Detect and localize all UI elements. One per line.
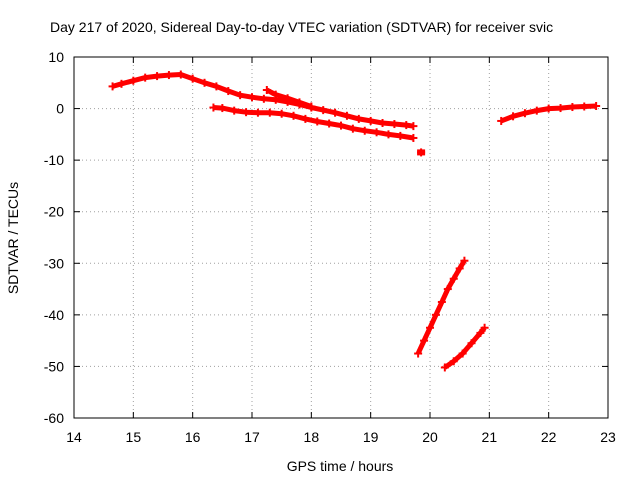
data-point xyxy=(141,73,150,82)
data-point xyxy=(520,109,529,118)
plot-frame xyxy=(73,56,609,419)
data-point xyxy=(556,104,565,113)
data-point xyxy=(319,106,328,115)
data-point xyxy=(307,102,316,111)
data-point xyxy=(176,70,185,79)
labels-layer: 14 15 16 17 18 19 20 21 22 23 -60 -50 -40 -30 -20 -10 0 1… xyxy=(44,49,616,445)
data-point xyxy=(390,120,399,129)
y-tick-label: -20 xyxy=(44,204,64,220)
data-point xyxy=(372,128,381,137)
data-point xyxy=(218,104,227,113)
data-point xyxy=(420,336,429,345)
y-tick-label: -10 xyxy=(44,152,64,168)
data-point xyxy=(497,116,506,125)
data-point xyxy=(313,117,322,126)
data-point xyxy=(188,74,197,83)
data-point xyxy=(117,79,126,88)
data-point xyxy=(378,119,387,128)
data-point xyxy=(289,111,298,120)
data-point xyxy=(437,297,446,306)
x-tick-label: 18 xyxy=(304,429,320,445)
data-point xyxy=(283,94,292,103)
y-tick-label: 0 xyxy=(56,101,64,117)
data-point xyxy=(108,82,117,91)
data-point xyxy=(458,349,467,358)
data-point xyxy=(592,101,601,110)
data-point xyxy=(209,103,218,112)
data-point xyxy=(532,106,541,115)
y-tick-label: -30 xyxy=(44,255,64,271)
data-point xyxy=(443,285,452,294)
data-point xyxy=(476,328,485,337)
x-tick-label: 14 xyxy=(66,429,82,445)
data-point xyxy=(262,86,271,95)
y-tick-label: -40 xyxy=(44,307,64,323)
y-tick-label: -60 xyxy=(44,410,64,426)
data-point xyxy=(449,274,458,283)
data-point xyxy=(153,72,162,81)
x-tick-label: 17 xyxy=(244,429,260,445)
data-point xyxy=(253,108,262,117)
data-point xyxy=(295,98,304,107)
data-point xyxy=(384,130,393,139)
x-tick-label: 16 xyxy=(185,429,201,445)
data-point xyxy=(440,363,449,372)
x-tick-label: 19 xyxy=(363,429,379,445)
data-point xyxy=(568,103,577,112)
y-tick-label: -50 xyxy=(44,358,64,374)
ticks-layer xyxy=(73,56,609,419)
points-layer xyxy=(108,70,601,372)
data-point xyxy=(224,87,233,96)
data-point xyxy=(414,349,423,358)
grid-layer xyxy=(74,57,608,418)
data-point xyxy=(230,106,239,115)
data-point xyxy=(455,264,464,273)
x-tick-label: 23 xyxy=(600,429,616,445)
data-point xyxy=(348,124,357,133)
data-point xyxy=(426,323,434,332)
data-point xyxy=(409,133,418,142)
data-point xyxy=(460,256,469,265)
data-point xyxy=(248,93,256,102)
data-point xyxy=(431,310,440,319)
data-point xyxy=(212,82,221,91)
data-point xyxy=(331,108,340,117)
data-point xyxy=(271,90,280,99)
data-point xyxy=(236,91,245,100)
data-point xyxy=(366,116,375,125)
data-point xyxy=(467,339,476,348)
data-point xyxy=(480,323,489,332)
data-point xyxy=(402,121,411,130)
y-tick-label: 10 xyxy=(48,49,64,65)
data-point xyxy=(544,104,553,113)
data-point xyxy=(129,76,138,85)
data-point xyxy=(277,109,286,118)
data-point xyxy=(354,114,363,123)
data-point xyxy=(301,114,310,123)
data-point xyxy=(449,357,458,366)
x-tick-label: 21 xyxy=(482,429,498,445)
data-point xyxy=(360,126,369,135)
x-tick-label: 20 xyxy=(422,429,438,445)
x-tick-label: 15 xyxy=(126,429,142,445)
data-point xyxy=(337,121,345,130)
data-point xyxy=(409,122,418,131)
data-point xyxy=(417,148,426,157)
data-point xyxy=(325,119,334,128)
data-point xyxy=(342,111,351,120)
data-point xyxy=(259,94,268,103)
data-point xyxy=(580,102,589,111)
data-point xyxy=(200,78,209,87)
x-axis-title: GPS time / hours xyxy=(287,458,394,474)
chart-title: Day 217 of 2020, Sidereal Day-to-day VTE… xyxy=(50,19,553,35)
data-point xyxy=(396,131,405,140)
data-point xyxy=(265,108,274,117)
y-axis-title: SDTVAR / TECUs xyxy=(5,182,21,294)
data-point xyxy=(242,108,251,117)
x-tick-label: 22 xyxy=(541,429,557,445)
data-point xyxy=(509,112,518,121)
data-point xyxy=(164,71,173,80)
